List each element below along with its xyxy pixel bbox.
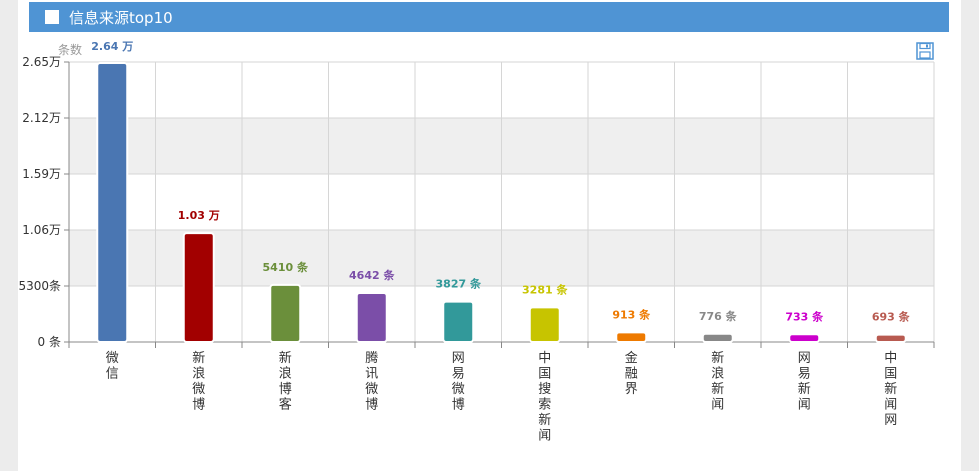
data-label: 5410 条 xyxy=(263,260,309,274)
bar xyxy=(182,232,215,343)
data-label: 693 条 xyxy=(872,310,911,324)
chart-title: 信息来源top10 xyxy=(69,8,173,27)
bar xyxy=(355,291,388,343)
category-label: 中国搜索新闻 xyxy=(538,351,551,444)
category-label: 网易微博 xyxy=(452,351,465,413)
data-label: 4642 条 xyxy=(349,268,395,282)
category-label: 微信 xyxy=(106,351,119,382)
data-label: 913 条 xyxy=(612,307,651,321)
bar xyxy=(442,300,475,344)
bar xyxy=(615,331,648,344)
category-label: 新浪微博 xyxy=(192,350,205,413)
y-tick-label: 2.12万 xyxy=(22,111,61,125)
data-label: 776 条 xyxy=(699,309,738,323)
y-tick-label: 0 条 xyxy=(38,335,61,349)
chart-header: 信息来源top10 xyxy=(29,2,949,32)
category-label: 金融界 xyxy=(625,350,638,397)
y-tick-label: 1.06万 xyxy=(22,223,61,237)
data-label: 1.03 万 xyxy=(178,209,220,222)
data-label: 3281 条 xyxy=(522,282,568,296)
y-unit-label: 条数 xyxy=(58,42,82,57)
bar xyxy=(269,283,302,344)
category-label: 新浪新闻 xyxy=(711,350,724,413)
category-label: 新浪博客 xyxy=(279,350,292,413)
y-tick-label: 1.59万 xyxy=(22,167,61,181)
bar xyxy=(528,306,561,343)
save-disk-icon[interactable] xyxy=(916,42,934,60)
bar xyxy=(874,333,907,343)
bar xyxy=(788,333,821,344)
data-label: 733 条 xyxy=(785,309,824,323)
category-label: 中国新闻网 xyxy=(884,351,897,428)
header-checkbox-icon[interactable] xyxy=(45,10,59,24)
category-label: 腾讯微博 xyxy=(365,350,378,413)
y-tick-label: 2.65万 xyxy=(22,55,61,69)
data-label: 2.64 万 xyxy=(91,40,133,53)
bar xyxy=(701,332,734,343)
y-tick-label: 5300条 xyxy=(18,279,61,293)
data-label: 3827 条 xyxy=(436,277,482,291)
bar xyxy=(96,62,129,343)
category-label: 网易新闻 xyxy=(798,351,811,413)
